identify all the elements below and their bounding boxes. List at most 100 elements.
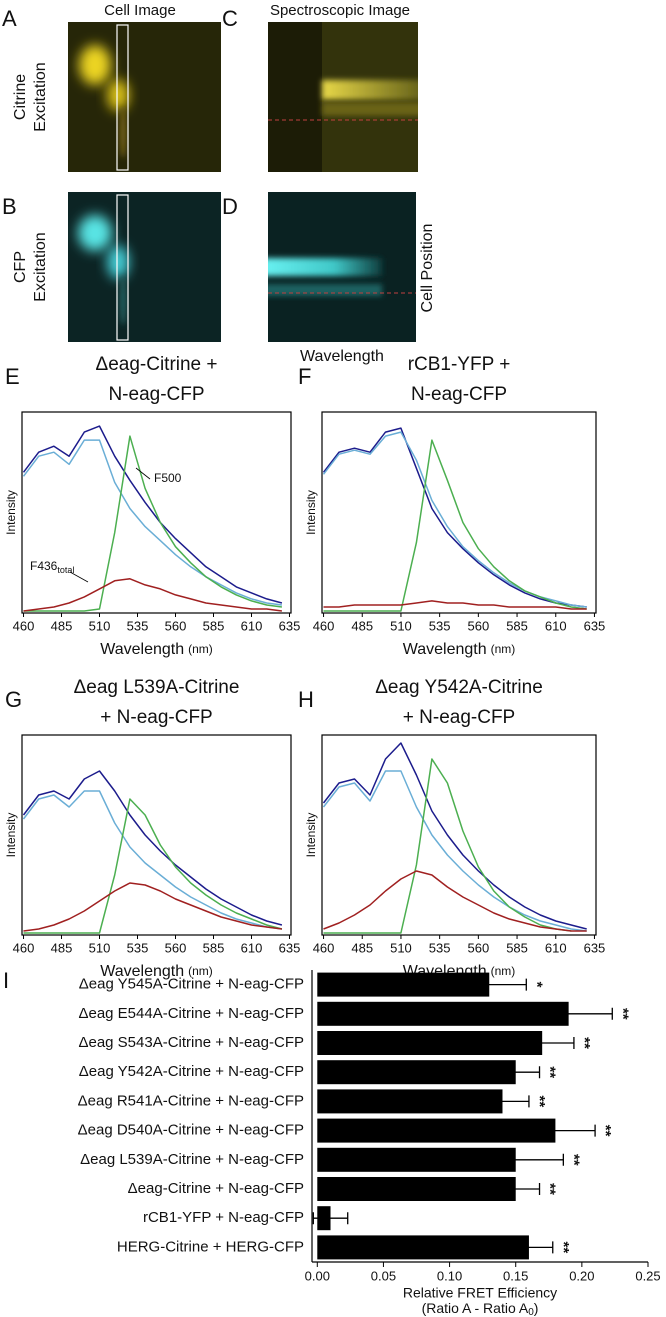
chart-title: rCB1-YFP + bbox=[408, 354, 511, 375]
x-tick-label: 0.00 bbox=[305, 1268, 330, 1283]
x-tick-label: 485 bbox=[51, 618, 73, 633]
significance: ** bbox=[531, 1096, 548, 1108]
x-tick-label: 585 bbox=[203, 618, 225, 633]
error-bar bbox=[524, 1007, 613, 1020]
annotation-leader bbox=[69, 571, 89, 583]
error-bar bbox=[491, 1183, 541, 1195]
category-label: rCB1-YFP + N-eag-CFP bbox=[143, 1209, 304, 1226]
chart-title: + N-eag-CFP bbox=[100, 707, 212, 728]
x-axis-label: Wavelength (nm) bbox=[100, 963, 213, 980]
error-bar bbox=[312, 1212, 349, 1225]
x-tick-label: 460 bbox=[313, 940, 335, 955]
spectrum-line bbox=[22, 425, 283, 604]
x-axis-label: Relative FRET Efficiency bbox=[403, 1285, 557, 1301]
error-bar bbox=[504, 1241, 554, 1254]
spectrum-line bbox=[23, 435, 282, 612]
y-axis-label: Intensity bbox=[4, 490, 18, 535]
bar bbox=[317, 1060, 516, 1085]
x-axis-label: Wavelength (nm) bbox=[100, 641, 213, 658]
spectro-image-citrine bbox=[268, 22, 418, 172]
x-tick-label: 635 bbox=[279, 940, 301, 955]
category-label: Δeag Y545A-Citrine + N-eag-CFP bbox=[79, 976, 304, 993]
spectrum-line bbox=[322, 742, 587, 930]
annotation-text: F500 bbox=[154, 471, 182, 485]
x-axis-unit: (nm) bbox=[188, 642, 213, 656]
x-axis-title: Wavelength bbox=[100, 963, 184, 980]
chart-title: Δeag Y542A-Citrine bbox=[375, 677, 543, 698]
error-bar bbox=[515, 1124, 596, 1137]
x-tick-label: 510 bbox=[89, 940, 111, 955]
spectrum-line bbox=[22, 439, 282, 606]
x-tick-label: 610 bbox=[545, 940, 567, 955]
x-tick-label: 610 bbox=[241, 618, 263, 633]
category-label: Δeag D540A-Citrine + N-eag-CFP bbox=[78, 1122, 304, 1139]
x-tick-label: 0.05 bbox=[371, 1268, 396, 1283]
significance: ** bbox=[542, 1066, 559, 1078]
error-bar bbox=[491, 1066, 541, 1079]
significance: ** bbox=[597, 1125, 614, 1137]
annotation-sub: total bbox=[57, 565, 74, 575]
panel-letter: D bbox=[222, 194, 238, 219]
x-axis-unit: (nm) bbox=[491, 964, 516, 978]
spectrum-line bbox=[323, 758, 572, 934]
x-tick-label: 635 bbox=[584, 940, 606, 955]
error-bar bbox=[509, 1037, 575, 1049]
annotation: F436total bbox=[30, 559, 74, 575]
plot-frame bbox=[321, 734, 597, 936]
column-title: Spectroscopic Image bbox=[270, 2, 410, 19]
category-label: Δeag R541A-Citrine + N-eag-CFP bbox=[78, 1092, 304, 1109]
x-tick-label: 485 bbox=[351, 618, 373, 633]
x-axis-label-end: ) bbox=[534, 1300, 539, 1316]
spectrum-line bbox=[22, 770, 283, 926]
x-axis-label: (Ratio A - Ratio A0) bbox=[422, 1300, 539, 1317]
x-tick-label: 635 bbox=[584, 618, 606, 633]
category-label: Δeag Y542A-Citrine + N-eag-CFP bbox=[79, 1063, 304, 1080]
significance: * bbox=[528, 982, 545, 988]
spectrum-line bbox=[322, 770, 587, 932]
x-tick-label: 510 bbox=[390, 940, 412, 955]
x-axis-label: Wavelength (nm) bbox=[403, 641, 516, 658]
panel-letter: G bbox=[5, 687, 22, 712]
column-title: Cell Image bbox=[104, 2, 176, 19]
annotation: F500 bbox=[154, 471, 182, 485]
x-axis-title: Wavelength bbox=[403, 641, 487, 658]
x-axis-unit: (nm) bbox=[491, 642, 516, 656]
spectrum-line bbox=[22, 790, 282, 930]
x-axis-label-sub: 0 bbox=[528, 1307, 534, 1317]
cell-image-citrine bbox=[68, 22, 221, 172]
panel-letter: F bbox=[298, 364, 311, 389]
x-tick-label: 560 bbox=[165, 618, 187, 633]
chart-title: Δeag-Citrine + bbox=[96, 354, 218, 375]
spectrum-line bbox=[322, 427, 587, 608]
x-tick-label: 510 bbox=[89, 618, 111, 633]
y-axis-label: Intensity bbox=[304, 490, 318, 535]
spectrum-line bbox=[323, 870, 587, 932]
x-tick-label: 560 bbox=[467, 618, 489, 633]
spectrum-line bbox=[23, 798, 283, 934]
x-tick-label: 585 bbox=[506, 618, 528, 633]
x-axis-unit: (nm) bbox=[188, 964, 213, 978]
chart-title: Δeag L539A-Citrine bbox=[74, 677, 240, 698]
plot-frame bbox=[21, 734, 292, 936]
x-tick-label: 460 bbox=[13, 940, 35, 955]
annotation-leader bbox=[135, 467, 151, 480]
panel-letter: C bbox=[222, 6, 238, 31]
category-label: Δeag E544A-Citrine + N-eag-CFP bbox=[78, 1005, 304, 1022]
x-tick-label: 535 bbox=[429, 618, 451, 633]
x-tick-label: 0.20 bbox=[569, 1268, 594, 1283]
x-tick-label: 585 bbox=[506, 940, 528, 955]
significance: ** bbox=[555, 1242, 572, 1254]
x-tick-label: 635 bbox=[279, 618, 301, 633]
significance: ** bbox=[542, 1183, 559, 1195]
x-tick-label: 460 bbox=[13, 618, 35, 633]
x-tick-label: 0.15 bbox=[503, 1268, 528, 1283]
x-axis-title: Wavelength bbox=[100, 641, 184, 658]
x-tick-label: 610 bbox=[545, 618, 567, 633]
row-label: Citrine bbox=[12, 74, 29, 120]
error-bar bbox=[467, 1153, 564, 1166]
spectrum-line bbox=[23, 578, 282, 612]
significance: ** bbox=[576, 1037, 593, 1049]
category-label: Δeag-Citrine + N-eag-CFP bbox=[128, 1180, 304, 1197]
y-axis-label: Intensity bbox=[4, 813, 18, 858]
